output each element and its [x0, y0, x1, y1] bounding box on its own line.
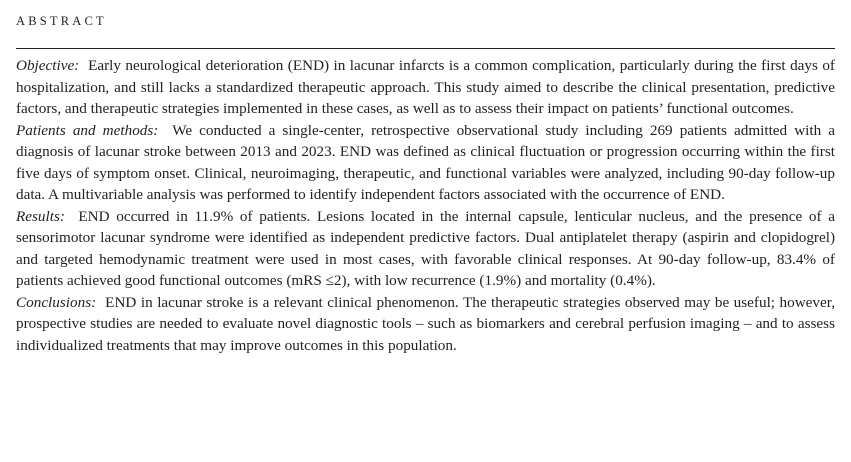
divider — [16, 48, 835, 49]
section-label: Patients and methods: — [16, 121, 159, 139]
section-label: Conclusions: — [16, 293, 97, 311]
abstract-heading: ABSTRACT — [16, 14, 107, 28]
section-objective: Objective: Early neurological deteriorat… — [16, 55, 835, 120]
section-patients-methods: Patients and methods: We conducted a sin… — [16, 120, 835, 206]
section-text: END in lacunar stroke is a relevant clin… — [16, 293, 835, 354]
section-conclusions: Conclusions: END in lacunar stroke is a … — [16, 292, 835, 357]
abstract-body: Objective: Early neurological deteriorat… — [16, 55, 835, 356]
section-text: Early neurological deterioration (END) i… — [16, 57, 835, 117]
section-text: We conducted a single-center, retrospect… — [16, 121, 836, 204]
section-results: Results: END occurred in 11.9% of patien… — [16, 206, 835, 292]
section-label: Objective: — [16, 57, 80, 74]
section-label: Results: — [16, 207, 65, 225]
section-text: END occurred in 11.9% of patients. Lesio… — [16, 207, 836, 290]
